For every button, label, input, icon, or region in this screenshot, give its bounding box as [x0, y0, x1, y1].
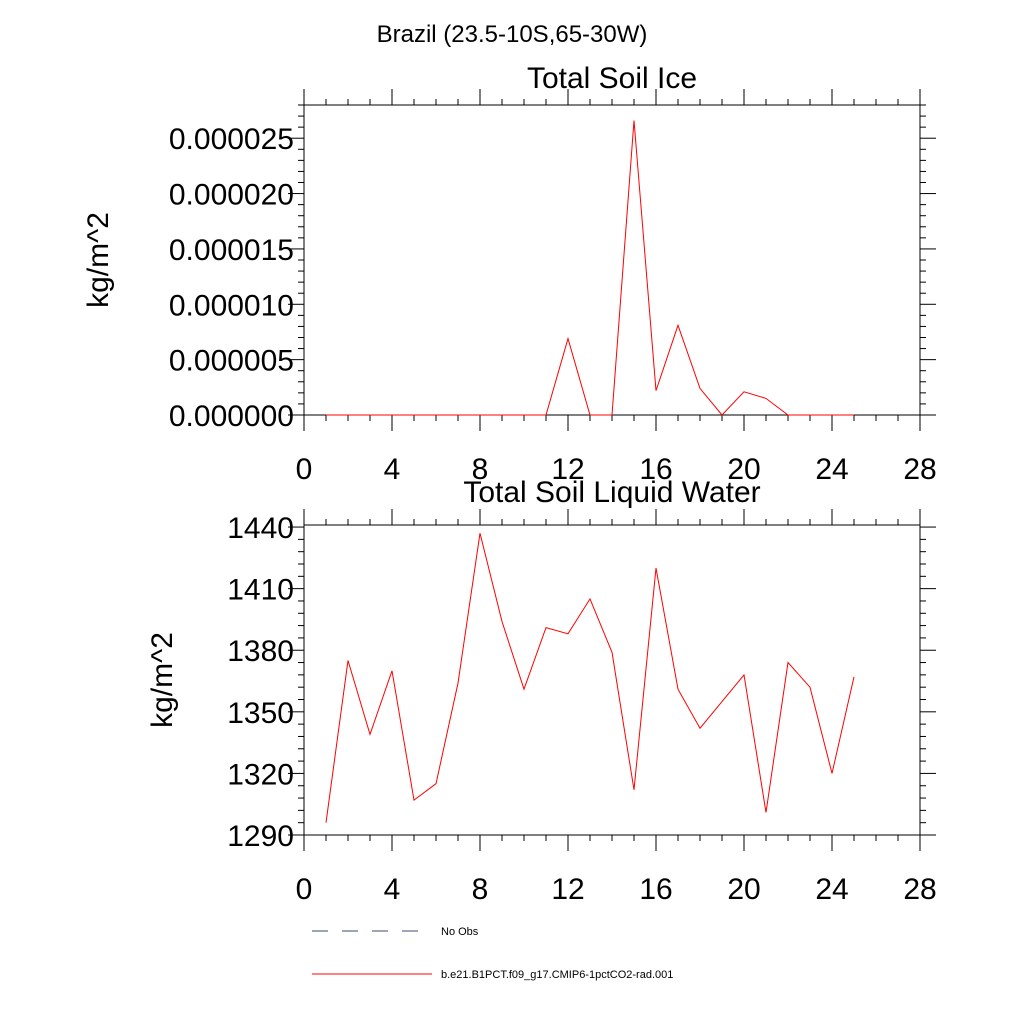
x-tick-label: 20 — [727, 873, 760, 906]
x-tick-label: 16 — [639, 873, 672, 906]
y-tick-label: 1410 — [227, 574, 294, 607]
x-tick-label: 28 — [903, 453, 936, 486]
y-axis-label: kg/m^2 — [82, 212, 115, 308]
x-tick-label: 24 — [815, 453, 848, 486]
x-tick-label: 12 — [551, 873, 584, 906]
panel-total-soil-liquid-water: Total Soil Liquid Water kg/m^2 0 4 8 12 16 20 24… — [146, 476, 937, 906]
panel-title: Total Soil Ice — [527, 62, 697, 95]
y-tick-label: 0.000015 — [169, 234, 294, 267]
y-tick-label: 0.000025 — [169, 123, 294, 156]
x-tick-label: 16 — [639, 453, 672, 486]
series-line — [326, 120, 854, 416]
y-axis-label: kg/m^2 — [146, 632, 179, 728]
legend-label-no-obs: No Obs — [441, 926, 479, 938]
y-tick-label: 0.000000 — [169, 400, 294, 433]
y-tick-label: 0.000005 — [169, 345, 294, 378]
x-tick-label: 4 — [384, 453, 401, 486]
legend-label-model-run: b.e21.B1PCT.f09_g17.CMIP6-1pctCO2-rad.00… — [441, 969, 673, 981]
x-tick-label: 24 — [815, 873, 848, 906]
x-tick-label: 8 — [472, 873, 489, 906]
x-tick-label: 4 — [384, 873, 401, 906]
x-tick-label: 28 — [903, 873, 936, 906]
y-tick-label: 0.000020 — [169, 179, 294, 212]
y-tick-label: 1290 — [227, 820, 294, 853]
y-tick-label: 1320 — [227, 758, 294, 791]
plot-frame — [303, 104, 921, 416]
x-tick-label: 20 — [727, 453, 760, 486]
panel-total-soil-ice: Total Soil Ice kg/m^2 0 4 8 12 16 20 24 28 0.00000… — [82, 62, 937, 486]
y-tick-label: 1440 — [227, 512, 294, 545]
panel-title: Total Soil Liquid Water — [463, 476, 760, 509]
x-tick-label: 12 — [551, 453, 584, 486]
plot-frame — [303, 524, 921, 836]
series-line — [325, 533, 855, 823]
x-tick-label: 8 — [472, 453, 489, 486]
x-tick-label: 0 — [296, 873, 313, 906]
legend: No Obs b.e21.B1PCT.f09_g17.CMIP6-1pctCO2… — [312, 926, 673, 981]
region-title: Brazil (23.5-10S,65-30W) — [377, 21, 648, 48]
x-tick-label: 0 — [296, 453, 313, 486]
y-tick-label: 1350 — [227, 697, 294, 730]
y-tick-label: 1380 — [227, 635, 294, 668]
y-tick-label: 0.000010 — [169, 289, 294, 322]
